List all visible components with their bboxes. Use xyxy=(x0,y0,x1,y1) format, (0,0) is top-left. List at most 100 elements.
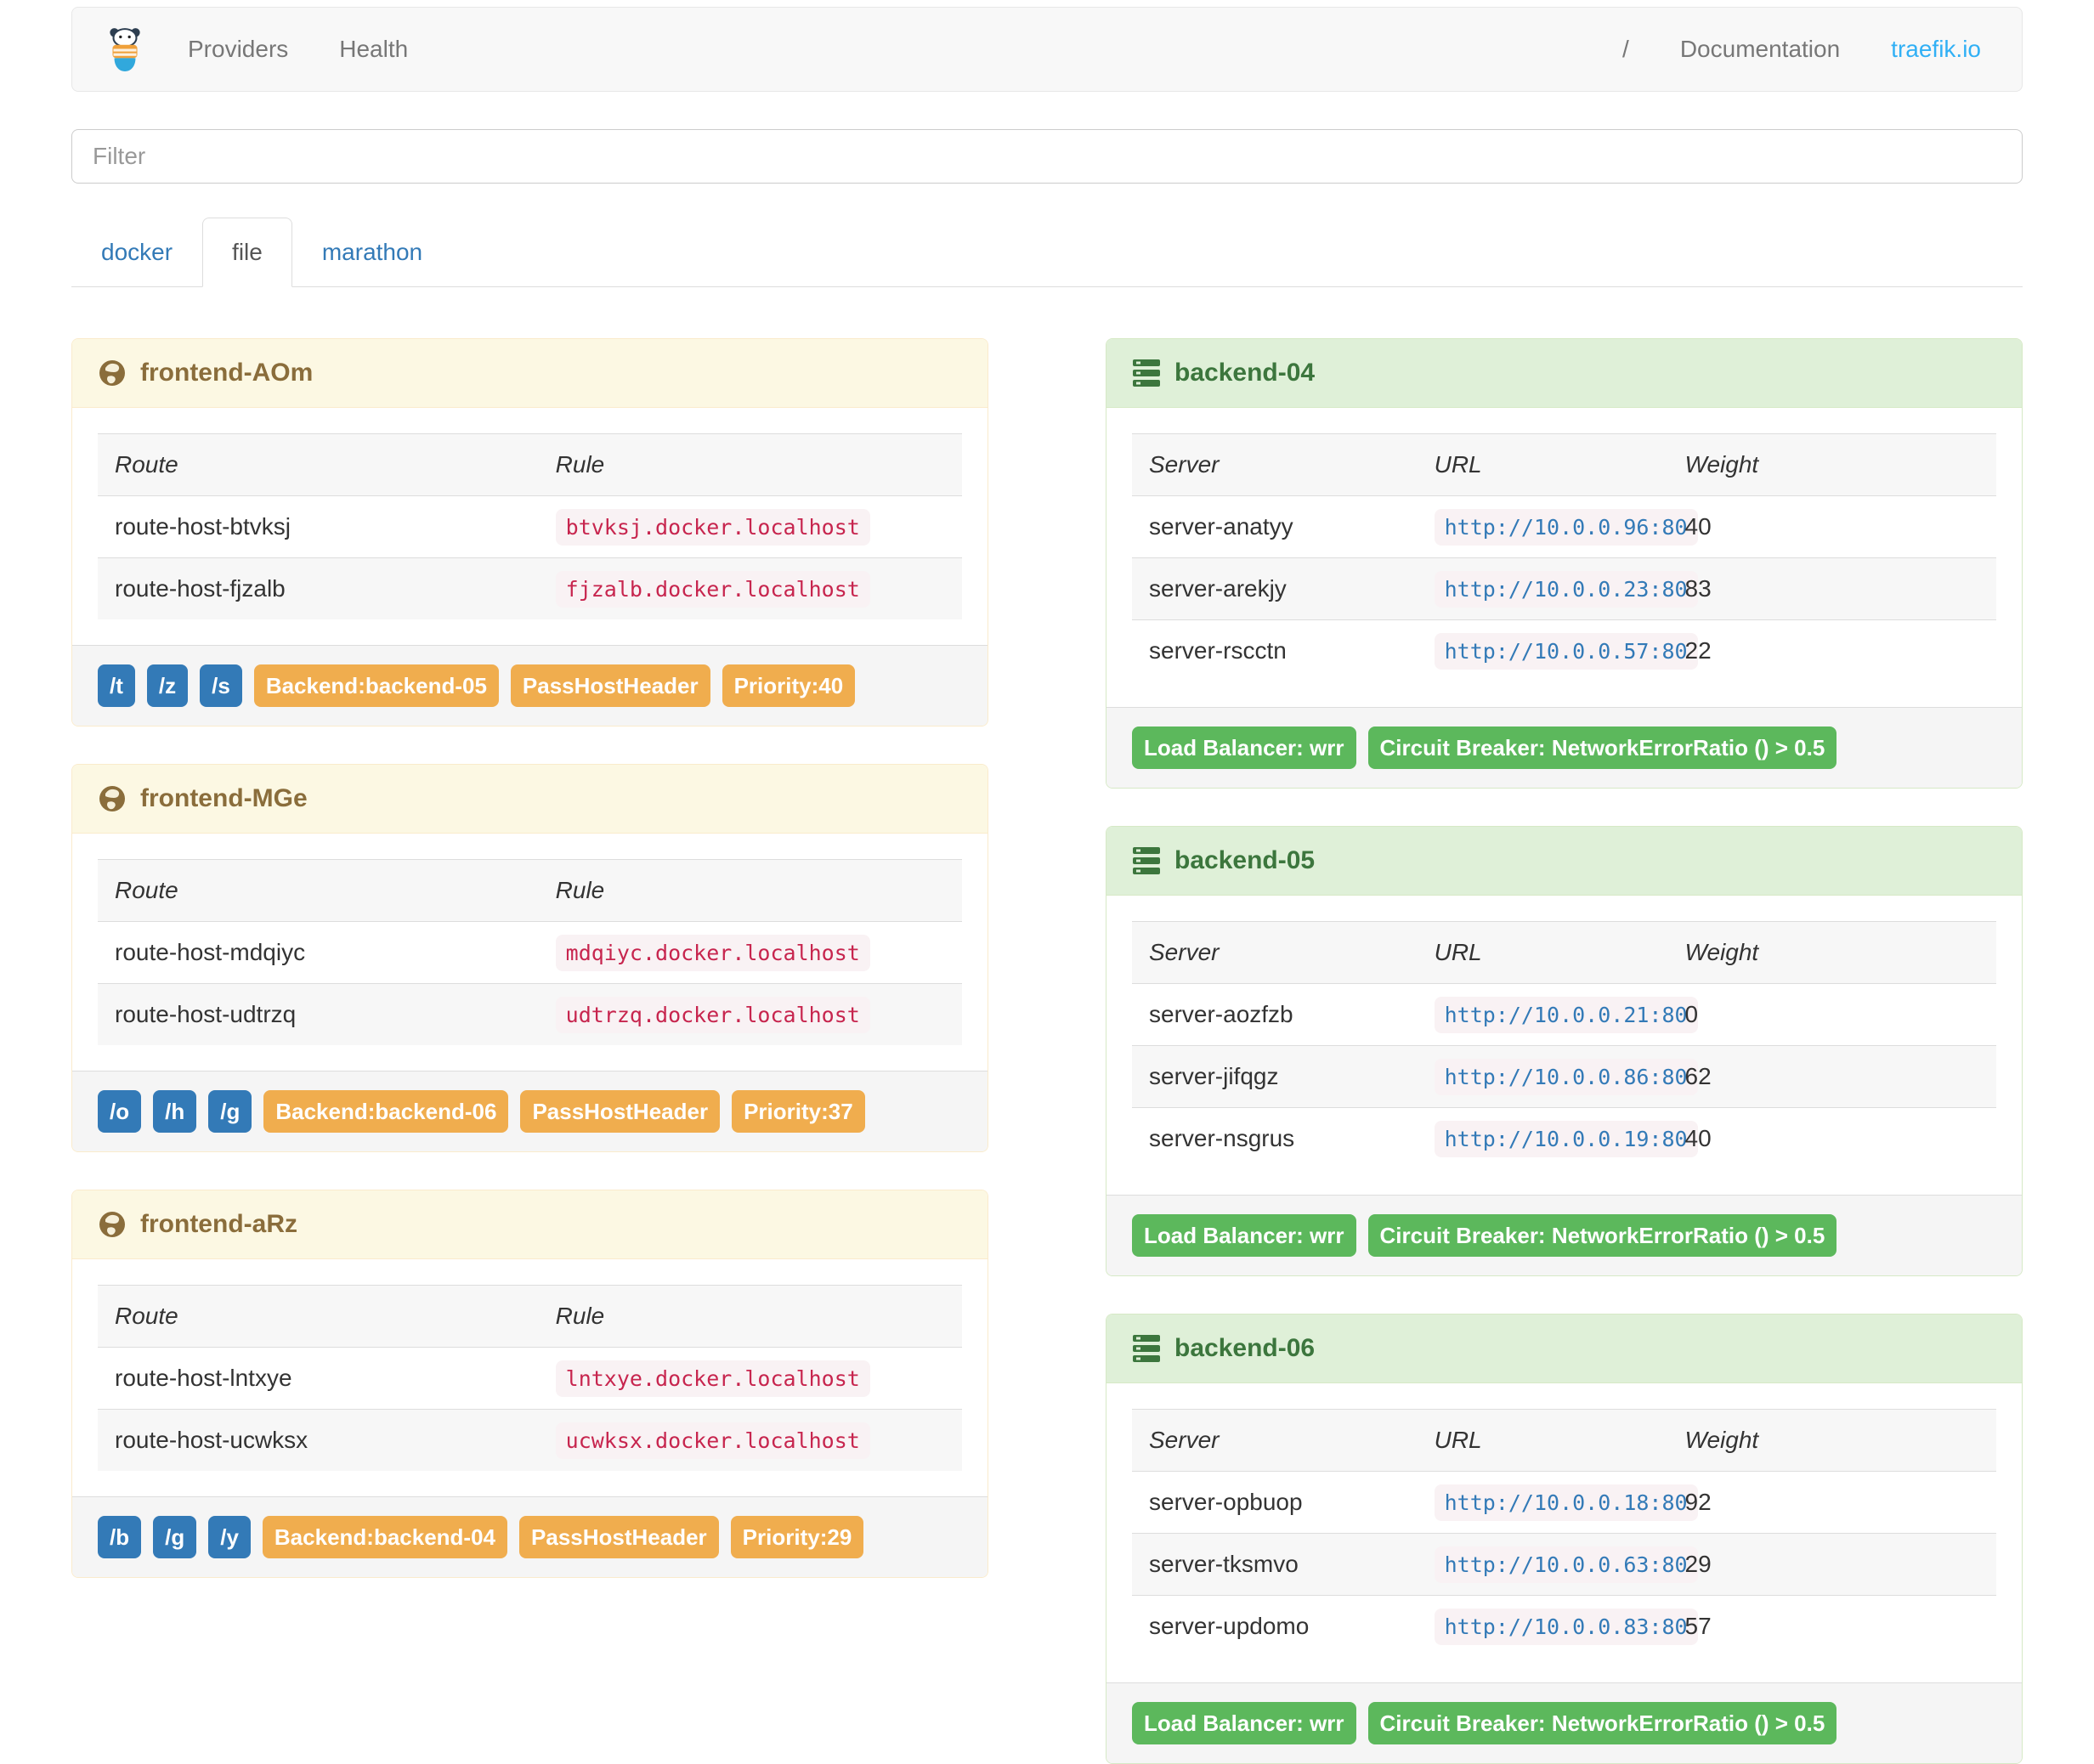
server-url-link[interactable]: http://10.0.0.18:80 xyxy=(1434,1484,1698,1521)
server-url-link[interactable]: http://10.0.0.19:80 xyxy=(1434,1121,1698,1157)
server-url-link[interactable]: http://10.0.0.23:80 xyxy=(1434,571,1698,608)
nav-item-providers[interactable]: Providers xyxy=(188,36,289,62)
navbar-left: Providers Health xyxy=(88,7,433,92)
backend-tag-badge: Backend:backend-04 xyxy=(262,1516,508,1558)
nav-item-traefik-io[interactable]: traefik.io xyxy=(1891,36,1981,62)
frontend-name: frontend-MGe xyxy=(140,784,308,812)
server-url-link[interactable]: http://10.0.0.83:80 xyxy=(1434,1609,1698,1645)
frontend-card-body: Route Rule route-host-btvksj btvksj.dock… xyxy=(72,408,988,645)
tab-file[interactable]: file xyxy=(202,218,292,287)
backend-card-heading: backend-05 xyxy=(1106,827,2022,896)
entrypoint-badge: /g xyxy=(153,1516,197,1558)
server-weight: 83 xyxy=(1667,557,1996,620)
backend-card: backend-04 Server URL Weight server-anat… xyxy=(1106,338,2023,789)
table-row: route-host-btvksj btvksj.docker.localhos… xyxy=(98,495,962,558)
server-icon xyxy=(1132,359,1161,387)
table-header-row: Route Rule xyxy=(98,1285,962,1348)
server-weight: 22 xyxy=(1684,637,1712,664)
server-url-link[interactable]: http://10.0.0.63:80 xyxy=(1434,1546,1698,1583)
load-balancer-badge: Load Balancer: wrr xyxy=(1132,727,1356,769)
server-name: server-opbuop xyxy=(1132,1471,1418,1534)
frontend-name: frontend-aRz xyxy=(140,1210,297,1238)
server-url-link[interactable]: http://10.0.0.57:80 xyxy=(1434,633,1698,670)
server-weight: 40 xyxy=(1667,495,1996,558)
navbar: Providers Health / Documentation traefik… xyxy=(71,7,2023,92)
server-name: server-jifqgz xyxy=(1132,1045,1418,1108)
frontend-name: frontend-AOm xyxy=(140,359,314,387)
server-url-link[interactable]: http://10.0.0.96:80 xyxy=(1434,509,1698,546)
table-row: server-rscctn http://10.0.0.57:80 22 xyxy=(1132,620,1996,682)
table-header-row: Route Rule xyxy=(98,859,962,922)
server-name: server-nsgrus xyxy=(1149,1125,1295,1151)
column-header-route: Route xyxy=(98,433,539,496)
globe-icon xyxy=(98,359,127,387)
server-icon xyxy=(1132,1334,1161,1363)
passhostheader-badge: PassHostHeader xyxy=(519,1516,719,1558)
nav-item-health[interactable]: Health xyxy=(339,36,409,62)
server-weight: 57 xyxy=(1684,1613,1712,1639)
route-name: route-host-mdqiyc xyxy=(98,921,539,984)
server-name: server-arekjy xyxy=(1132,557,1418,620)
frontend-card: frontend-aRz Route Rule route-host-lntxy… xyxy=(71,1190,988,1578)
table-row: server-jifqgz http://10.0.0.86:80 62 xyxy=(1132,1045,1996,1108)
table-header-row: Server URL Weight xyxy=(1132,921,1996,984)
entrypoint-badge: /h xyxy=(153,1090,197,1133)
frontend-card: frontend-MGe Route Rule route-host-mdqiy… xyxy=(71,764,988,1152)
provider-tabs: docker file marathon xyxy=(71,218,2023,287)
circuit-breaker-badge: Circuit Breaker: NetworkErrorRatio () > … xyxy=(1367,1214,1837,1257)
backend-card-footer: Load Balancer: wrr Circuit Breaker: Netw… xyxy=(1106,1682,2022,1763)
page: Providers Health / Documentation traefik… xyxy=(0,7,2094,1764)
column-header-route: Route xyxy=(98,1285,539,1348)
tab-marathon[interactable]: marathon xyxy=(321,239,423,265)
route-rule-chip: lntxye.docker.localhost xyxy=(555,1360,870,1397)
entrypoint-badge: /y xyxy=(208,1516,251,1558)
frontend-card-heading: frontend-MGe xyxy=(72,765,988,834)
table-header-row: Route Rule xyxy=(98,433,962,496)
server-icon xyxy=(1132,846,1161,875)
frontend-card-heading: frontend-aRz xyxy=(72,1190,988,1259)
traefik-mascot-icon xyxy=(106,26,144,72)
traefik-logo[interactable] xyxy=(88,26,162,72)
route-name: route-host-fjzalb xyxy=(115,575,286,602)
provider-content: frontend-AOm Route Rule route-host-btvks… xyxy=(71,338,2023,1764)
backend-card-heading: backend-04 xyxy=(1106,339,2022,408)
entrypoint-badge: /g xyxy=(208,1090,252,1133)
table-row: route-host-lntxye lntxye.docker.localhos… xyxy=(98,1347,962,1410)
circuit-breaker-badge: Circuit Breaker: NetworkErrorRatio () > … xyxy=(1367,1702,1837,1744)
backend-card-body: Server URL Weight server-aozfzb http://1… xyxy=(1106,896,2022,1195)
load-balancer-badge: Load Balancer: wrr xyxy=(1132,1214,1356,1257)
server-name: server-aozfzb xyxy=(1132,983,1418,1046)
column-header-url: URL xyxy=(1417,1409,1668,1472)
priority-badge: Priority:37 xyxy=(732,1090,865,1133)
server-weight: 29 xyxy=(1667,1533,1996,1596)
frontend-card: frontend-AOm Route Rule route-host-btvks… xyxy=(71,338,988,727)
column-header-route: Route xyxy=(98,859,539,922)
server-url-link[interactable]: http://10.0.0.86:80 xyxy=(1434,1059,1698,1095)
backend-name: backend-06 xyxy=(1174,1334,1316,1362)
route-rule-chip: mdqiyc.docker.localhost xyxy=(555,935,870,971)
route-rule-chip: fjzalb.docker.localhost xyxy=(555,571,870,608)
column-header-url: URL xyxy=(1417,921,1668,984)
navbar-right: / Documentation traefik.io xyxy=(1597,7,2006,92)
server-name: server-tksmvo xyxy=(1132,1533,1418,1596)
server-name: server-rscctn xyxy=(1149,637,1287,664)
frontend-card-footer: /b /g /y Backend:backend-04 PassHostHead… xyxy=(72,1496,988,1577)
route-name: route-host-ucwksx xyxy=(115,1427,308,1453)
column-header-server: Server xyxy=(1132,921,1418,984)
nav-item-slash[interactable]: / xyxy=(1622,36,1629,62)
priority-badge: Priority:40 xyxy=(722,664,856,707)
table-row: server-updomo http://10.0.0.83:80 57 xyxy=(1132,1596,1996,1658)
filter-input[interactable] xyxy=(71,129,2023,184)
table-row: route-host-fjzalb fjzalb.docker.localhos… xyxy=(98,557,962,619)
table-row: route-host-udtrzq udtrzq.docker.localhos… xyxy=(98,983,962,1045)
table-row: server-nsgrus http://10.0.0.19:80 40 xyxy=(1132,1108,1996,1170)
server-url-link[interactable]: http://10.0.0.21:80 xyxy=(1434,997,1698,1033)
filter-bar xyxy=(71,129,2023,184)
server-name: server-updomo xyxy=(1149,1613,1310,1639)
tab-docker[interactable]: docker xyxy=(101,239,173,265)
frontends-column: frontend-AOm Route Rule route-host-btvks… xyxy=(71,338,988,1578)
table-row: server-opbuop http://10.0.0.18:80 92 xyxy=(1132,1471,1996,1534)
server-weight: 40 xyxy=(1684,1125,1712,1151)
globe-icon xyxy=(98,784,127,813)
nav-item-documentation[interactable]: Documentation xyxy=(1679,36,1841,62)
